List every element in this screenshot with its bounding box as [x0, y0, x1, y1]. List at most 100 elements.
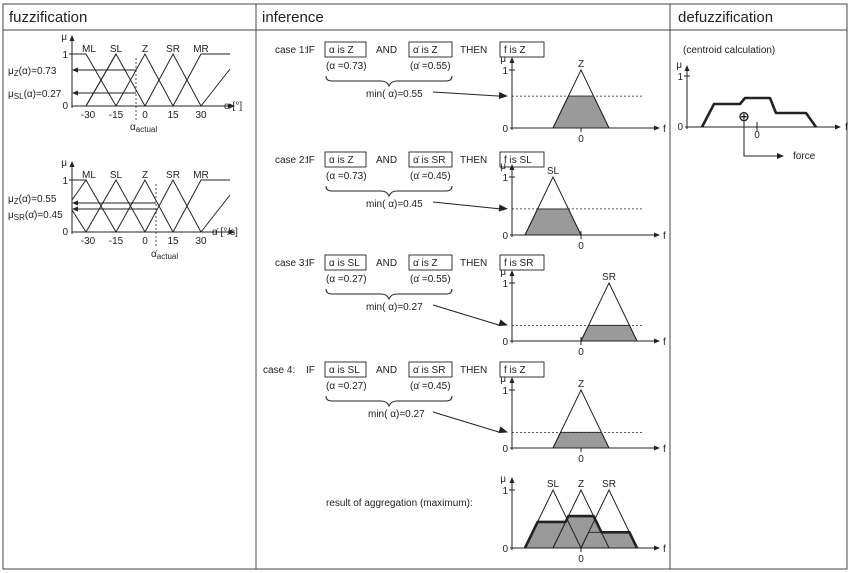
case4-set-label: Z [578, 379, 584, 390]
case3-brace [325, 288, 453, 301]
case3-one-label: 1 [502, 279, 508, 290]
case3-cond1-box [324, 254, 367, 271]
fuzz2-readout-sr: μSR(α̇)=0.45 [8, 210, 63, 222]
fuzz1-tick-15: 15 [167, 110, 179, 121]
case2-clipped-area [524, 208, 582, 236]
case3-cond1: α is SL [329, 258, 360, 269]
agg-zero-x-label: 0 [578, 554, 584, 565]
case4-zero-x-label: 0 [578, 454, 584, 465]
case1-zero-y-label: 0 [502, 124, 508, 135]
inference-case-4: case 4: IF α is SL AND α̇ is SR THEN f is Z (α … [263, 361, 666, 465]
case1-cond2: α̇ is Z [413, 45, 438, 56]
case4-val2: (α̇ =0.45) [410, 381, 451, 392]
case2-cond1-box [324, 151, 367, 168]
case2-arrow-head [498, 204, 508, 212]
agg-max-envelope [523, 514, 639, 549]
case3-arrow-head [498, 319, 508, 327]
case2-zero-x-label: 0 [578, 241, 584, 252]
case3-set-label: SR [602, 272, 616, 283]
case4-if: IF [306, 365, 315, 376]
fuzz2-tick-0: 0 [142, 236, 148, 247]
case2-val1: (α =0.73) [326, 171, 367, 182]
case3-arrow [432, 304, 501, 326]
fuzz1-set-z: Z [142, 44, 148, 55]
fuzz2-set-ml: ML [82, 170, 96, 181]
defuzz-aggregate-shape [700, 96, 818, 128]
case4-then: THEN [460, 365, 487, 376]
fuzz1-zero-label: 0 [62, 101, 68, 112]
fuzz1-readout-z: μZ(α)=0.73 [8, 66, 57, 78]
case1-cond1: α is Z [329, 45, 354, 56]
agg-one-label: 1 [502, 486, 508, 497]
case2-cond2-box [408, 151, 453, 168]
fuzz1-actual-label: αactual [130, 122, 157, 134]
case3-mu-label: μ [500, 267, 506, 278]
defuzz-zero-y: 0 [677, 122, 683, 133]
case1-output-triangle [552, 68, 610, 129]
inference-case-1: case 1:IF α is Z AND α̇ is Z THEN f is Z (α =0… [275, 41, 666, 145]
fuzz2-readout-z: μZ(α̇)=0.55 [8, 194, 57, 206]
case2-val2: (α̇ =0.45) [410, 171, 451, 182]
fuzz1-mu-label: μ [61, 32, 67, 43]
case4-cond1-box [324, 361, 367, 378]
fuzz2-set-sr: SR [166, 170, 180, 181]
case3-val1: (α =0.27) [326, 274, 367, 285]
case2-name: case 2: [275, 155, 307, 166]
agg-zero-y-label: 0 [502, 544, 508, 555]
fuzz2-set-mr: MR [193, 170, 209, 181]
case1-zero-x-label: 0 [578, 134, 584, 145]
case4-mu-label: μ [500, 374, 506, 385]
case3-zero-y-label: 0 [502, 337, 508, 348]
case2-f-label: f [663, 231, 666, 242]
case4-cond2: α̇ is SR [413, 365, 445, 376]
case1-if: IF [306, 45, 315, 56]
agg-triangle-sr [580, 488, 638, 549]
agg-set-label-sr: SR [602, 479, 616, 490]
force-arrow-head [777, 153, 784, 159]
case1-min: min( α)=0.55 [366, 89, 423, 100]
case3-then: THEN [460, 258, 487, 269]
case4-one-label: 1 [502, 386, 508, 397]
agg-set-label-sl: SL [547, 479, 560, 490]
fuzz2-actual-label: α̇actual [151, 249, 178, 261]
centroid-icon: ⊕ [738, 109, 750, 125]
inference-case-3: case 3:IF α is SL AND α̇ is Z THEN f is SR (α … [275, 254, 666, 358]
fuzz1-tick-m15: -15 [109, 110, 124, 121]
case2-arrow [432, 201, 501, 210]
fuzz1-readout-sl: μSL(α)=0.27 [8, 89, 62, 101]
fuzz2-zero-label: 0 [62, 227, 68, 238]
case3-output-triangle [580, 281, 638, 342]
header-fuzzification: fuzzification [9, 9, 87, 26]
fuzz1-one-label: 1 [62, 50, 68, 61]
case2-cond2: α̇ is SR [413, 155, 445, 166]
case2-set-label: SL [547, 166, 560, 177]
case2-output-triangle [524, 175, 582, 236]
agg-set-label-z: Z [578, 479, 584, 490]
inference-cases: case 1:IF α is Z AND α̇ is Z THEN f is Z(α =0… [263, 41, 666, 465]
case4-result: f is Z [504, 365, 526, 376]
fuzz2-one-label: 1 [62, 176, 68, 187]
fuzz2-set-sl: SL [110, 170, 123, 181]
force-arrow-line [743, 121, 778, 157]
fuzz2-mu-label: μ [61, 158, 67, 169]
case4-name: case 4: [263, 365, 295, 376]
fuzz1-set-sl: SL [110, 44, 123, 55]
aggregation-result: result of aggregation (maximum): μ1 0 0 f SL… [326, 474, 666, 565]
fuzz2-tick-m30: -30 [81, 236, 96, 247]
case2-result: f is SL [504, 155, 532, 166]
fuzz1-tick-0: 0 [142, 110, 148, 121]
fuzz1-tick-30: 30 [195, 110, 207, 121]
fuzz1-set-mr: MR [193, 44, 209, 55]
case3-if: IF [306, 258, 315, 269]
fuzz2-tick-30: 30 [195, 236, 207, 247]
defuzz-f-label: f [845, 122, 848, 133]
case3-and: AND [376, 258, 397, 269]
case1-result: f is Z [504, 45, 526, 56]
fuzz2-axis-label: α̇ [°/s] [212, 227, 238, 238]
case4-f-label: f [663, 444, 666, 455]
fuzz1-set-ml: ML [82, 44, 96, 55]
fuzz1-y-arrow [69, 35, 75, 41]
case3-clipped-area [580, 324, 638, 342]
case3-val2: (α̇ =0.55) [410, 274, 451, 285]
defuzz-subtitle: (centroid calculation) [683, 45, 775, 56]
